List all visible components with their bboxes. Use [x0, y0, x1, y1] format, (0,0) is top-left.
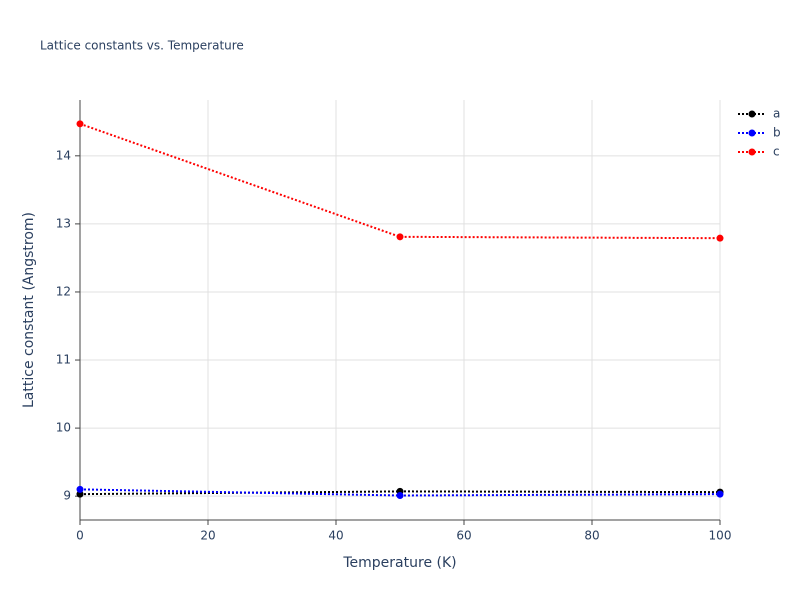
y-tick-label: 11	[56, 353, 71, 367]
data-point	[76, 120, 84, 128]
x-tick-label: 80	[584, 529, 599, 543]
legend-label: c	[773, 145, 780, 159]
x-tick-label: 40	[328, 529, 343, 543]
data-point	[396, 233, 404, 241]
data-point	[396, 491, 404, 499]
legend-marker	[748, 129, 756, 137]
y-tick-label: 10	[56, 421, 71, 435]
x-tick-label: 100	[709, 529, 732, 543]
x-axis-title: Temperature (K)	[342, 555, 456, 571]
x-tick-label: 20	[200, 529, 215, 543]
y-tick-label: 13	[56, 216, 71, 230]
legend-label: a	[773, 107, 780, 121]
legend-marker	[748, 148, 756, 156]
y-tick-label: 12	[56, 284, 71, 298]
data-point	[716, 490, 724, 498]
legend-marker	[748, 110, 756, 118]
y-tick-label: 9	[63, 489, 71, 503]
x-tick-label: 60	[456, 529, 471, 543]
series-line	[79, 122, 721, 240]
chart-title: Lattice constants vs. Temperature	[40, 39, 244, 53]
data-point	[716, 234, 724, 242]
y-tick-label: 14	[56, 148, 71, 162]
y-axis-title: Lattice constant (Angstrom)	[21, 212, 37, 408]
legend-label: b	[773, 126, 781, 140]
data-point	[76, 485, 84, 493]
x-tick-label: 0	[76, 529, 84, 543]
